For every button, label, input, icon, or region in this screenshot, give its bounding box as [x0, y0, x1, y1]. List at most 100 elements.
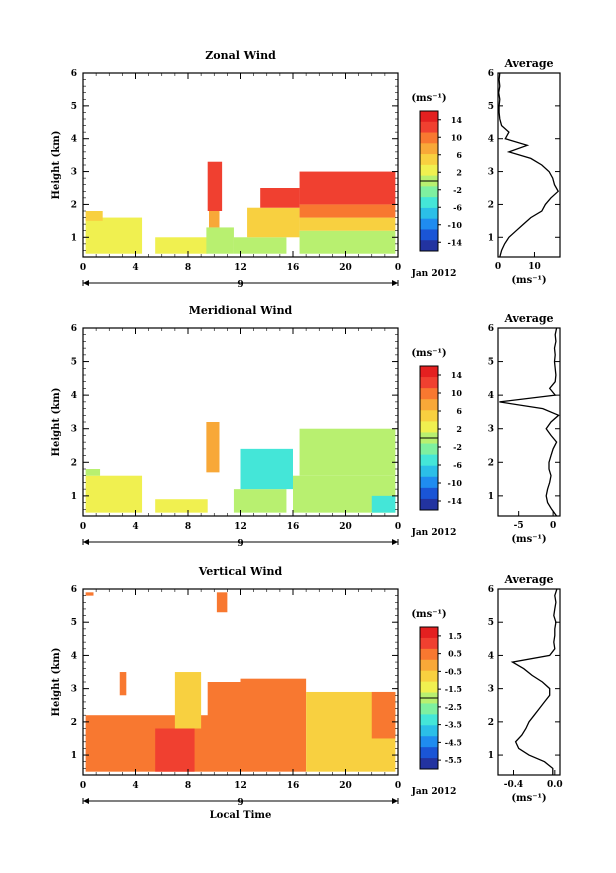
colorbar-swatch: [420, 703, 438, 715]
colorbar-tick-label: 2: [456, 424, 462, 434]
colorbar-tick-label: -14: [448, 237, 463, 247]
colorbar-tick-label: -10: [448, 220, 463, 230]
date-day: 9: [237, 280, 243, 290]
average-y-tick-label: 2: [488, 718, 494, 728]
date-bar-arrow: [83, 539, 89, 545]
y-tick-label: 4: [71, 135, 77, 145]
average-title: Average: [503, 573, 553, 586]
colorbar-tick-label: -5.5: [445, 755, 462, 765]
heatmap-cell: [85, 217, 143, 254]
heatmap-cell: [206, 227, 234, 254]
colorbar-tick-label: -1.5: [445, 684, 462, 694]
colorbar-swatch: [420, 714, 438, 726]
colorbar-tick-label: 10: [451, 388, 463, 398]
colorbar-swatch: [420, 648, 438, 661]
colorbar-swatch: [420, 143, 438, 155]
colorbar-tick-label: -0.5: [445, 666, 462, 676]
y-tick-label: 6: [71, 69, 77, 79]
colorbar-tick-label: -2: [453, 442, 462, 452]
heatmap-cell: [155, 237, 208, 254]
y-tick-label: 5: [71, 618, 77, 628]
colorbar-swatch: [420, 476, 438, 489]
colorbar-swatch: [420, 218, 438, 230]
x-tick-label: 0: [395, 263, 401, 273]
heatmap-cell: [155, 499, 208, 513]
y-tick-label: 3: [71, 425, 77, 435]
colorbar-swatch: [420, 747, 438, 759]
average-y-tick-label: 2: [488, 200, 494, 210]
average-y-tick-label: 3: [488, 425, 494, 435]
colorbar-tick-label: -6: [453, 460, 462, 470]
average-x-tick-label: 0.0: [547, 780, 563, 790]
panel-title: Zonal Wind: [205, 49, 276, 62]
average-x-tick-label: 10: [528, 262, 541, 272]
colorbar-swatch: [420, 725, 438, 737]
y-tick-label: 1: [71, 751, 77, 761]
y-tick-label: 3: [71, 168, 77, 178]
x-tick-label: 8: [185, 781, 191, 791]
heatmap-cell: [371, 495, 396, 513]
colorbar-swatch: [420, 670, 438, 683]
average-profile-line: [498, 72, 560, 258]
heatmap-cell: [85, 475, 143, 513]
y-tick-label: 3: [71, 685, 77, 695]
date-bar-arrow: [83, 280, 89, 286]
average-profile: Average 1 2 3 4 5 6 0 10 (ms⁻¹): [488, 57, 561, 286]
x-tick-label: 0: [80, 263, 86, 273]
average-frame: [497, 327, 561, 517]
colorbar-tick-label: -10: [448, 478, 463, 488]
x-tick-label: 0: [395, 781, 401, 791]
average-y-tick-label: 4: [488, 391, 494, 401]
average-x-tick-label: 0: [550, 521, 556, 531]
colorbar-swatch: [420, 736, 438, 748]
x-tick-label: 16: [287, 781, 300, 791]
y-tick-label: 2: [71, 458, 77, 468]
average-y-tick-label: 1: [488, 492, 494, 502]
colorbar-tick-label: -2.5: [445, 702, 462, 712]
average-profile: Average 1 2 3 4 5 6 -5 0 (ms⁻¹): [488, 312, 561, 545]
heatmap-cell: [299, 230, 396, 254]
average-profile: Average 1 2 3 4 5 6 -0.4 0.0(ms⁻¹): [488, 573, 563, 804]
colorbar-swatch: [420, 207, 438, 220]
heatmap-cell: [247, 207, 300, 238]
y-axis-label: Height (km): [51, 388, 62, 457]
average-y-tick-label: 6: [488, 69, 494, 79]
y-axis-label: Height (km): [51, 648, 62, 717]
colorbar-swatch: [420, 229, 438, 241]
heatmap-cell: [299, 204, 396, 218]
average-y-tick-label: 5: [488, 618, 494, 628]
y-tick-label: 5: [71, 358, 77, 368]
average-unit: (ms⁻¹): [511, 275, 546, 286]
average-y-tick-label: 1: [488, 233, 494, 243]
x-axis-label: Local Time: [210, 810, 272, 821]
y-tick-label: 2: [71, 200, 77, 210]
colorbar-tick-label: -14: [448, 496, 463, 506]
colorbar: 14 10 6 2 -2 -6 -10 -14: [419, 365, 463, 511]
y-axis-label: Height (km): [51, 131, 62, 200]
average-y-tick-label: 6: [488, 585, 494, 595]
average-y-tick-label: 5: [488, 102, 494, 112]
heatmap-cell: [371, 691, 396, 739]
heatmap-cell: [299, 217, 396, 231]
x-tick-label: 20: [339, 522, 352, 532]
colorbar-tick-label: -2: [453, 185, 462, 195]
colorbar-tick-label: 14: [451, 370, 463, 380]
average-y-tick-label: 4: [488, 135, 494, 145]
y-tick-label: 6: [71, 585, 77, 595]
colorbar-tick-label: 1.5: [448, 631, 462, 641]
average-y-tick-label: 3: [488, 685, 494, 695]
date-label: Jan 2012: [411, 528, 457, 538]
x-tick-label: 20: [339, 263, 352, 273]
average-profile-line: [499, 327, 560, 517]
heatmap-cell: [85, 592, 94, 596]
colorbar-swatch: [420, 121, 438, 133]
heatmap-cell: [240, 448, 293, 490]
colorbar-swatch: [420, 454, 438, 467]
average-y-tick-label: 5: [488, 358, 494, 368]
colorbar-swatch: [420, 377, 438, 389]
y-tick-label: 1: [71, 492, 77, 502]
y-tick-label: 2: [71, 718, 77, 728]
date-bar-arrow: [392, 280, 398, 286]
